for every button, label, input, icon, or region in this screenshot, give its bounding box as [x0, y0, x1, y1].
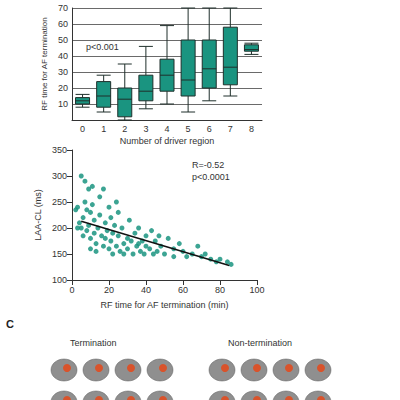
svg-text:RF time for AF termination (mi: RF time for AF termination (min): [100, 300, 228, 310]
svg-text:10: 10: [58, 99, 68, 109]
svg-text:3: 3: [143, 124, 148, 134]
svg-text:60: 60: [178, 285, 188, 295]
svg-text:20: 20: [58, 83, 68, 93]
svg-text:1: 1: [101, 124, 106, 134]
svg-text:p<0.0001: p<0.0001: [192, 172, 230, 182]
svg-text:60: 60: [58, 19, 68, 29]
svg-text:7: 7: [228, 124, 233, 134]
svg-text:100: 100: [249, 285, 264, 295]
svg-text:40: 40: [141, 285, 151, 295]
svg-text:0: 0: [80, 124, 85, 134]
svg-text:6: 6: [207, 124, 212, 134]
svg-text:70: 70: [58, 3, 68, 13]
svg-text:80: 80: [215, 285, 225, 295]
svg-text:RF time for AF termination: RF time for AF termination: [40, 17, 49, 110]
svg-text:200: 200: [52, 223, 67, 233]
svg-text:Number of driver region: Number of driver region: [120, 136, 215, 146]
svg-text:30: 30: [58, 67, 68, 77]
svg-text:Non-termination: Non-termination: [228, 338, 292, 348]
svg-text:C: C: [6, 318, 14, 330]
svg-text:Termination: Termination: [70, 338, 117, 348]
svg-text:20: 20: [104, 285, 114, 295]
svg-text:40: 40: [58, 51, 68, 61]
svg-text:350: 350: [52, 145, 67, 155]
svg-text:100: 100: [52, 275, 67, 285]
svg-text:5: 5: [186, 124, 191, 134]
svg-text:R=-0.52: R=-0.52: [192, 160, 224, 170]
svg-text:4: 4: [164, 124, 169, 134]
svg-text:LAA-CL (ms): LAA-CL (ms): [33, 189, 43, 241]
svg-text:150: 150: [52, 249, 67, 259]
svg-text:8: 8: [249, 124, 254, 134]
svg-text:p<0.001: p<0.001: [86, 42, 119, 52]
svg-text:50: 50: [58, 35, 68, 45]
svg-text:2: 2: [122, 124, 127, 134]
svg-text:250: 250: [52, 197, 67, 207]
svg-text:300: 300: [52, 171, 67, 181]
svg-text:0: 0: [69, 285, 74, 295]
